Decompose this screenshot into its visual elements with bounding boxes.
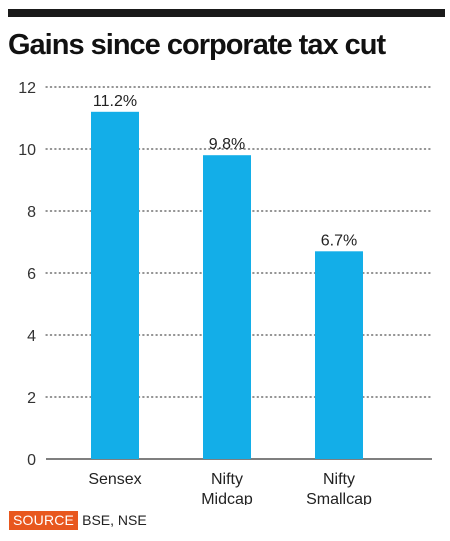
x-tick-label: Nifty: [211, 471, 243, 488]
data-label: 9.8%: [209, 136, 245, 153]
y-axis-ticks: 0 2 4 6 8 10 12: [18, 80, 36, 469]
bars: [91, 111, 363, 460]
y-tick-label: 0: [27, 452, 36, 469]
chart-title: Gains since corporate tax cut: [8, 29, 386, 61]
y-tick-label: 2: [27, 390, 36, 407]
y-tick-label: 6: [27, 266, 36, 283]
bar: [203, 155, 251, 459]
x-tick-label: Nifty: [323, 471, 355, 488]
source-text: BSE, NSE: [82, 511, 147, 528]
y-tick-label: 10: [18, 142, 36, 159]
source-line: SOURCE BSE, NSE: [9, 510, 147, 530]
source-tag: SOURCE: [9, 510, 79, 530]
x-tick-label: Smallcap: [306, 491, 372, 505]
data-labels: 11.2% 9.8% 6.7%: [93, 93, 357, 250]
data-label: 11.2%: [93, 93, 137, 110]
top-rule: [8, 9, 445, 17]
data-label: 6.7%: [321, 232, 357, 249]
x-axis-ticks: Sensex Nifty Midcap Nifty Smallcap: [88, 471, 372, 505]
x-tick-label: Midcap: [201, 491, 253, 505]
bar: [315, 251, 363, 459]
bar: [91, 111, 139, 460]
y-tick-label: 12: [18, 80, 36, 97]
y-tick-label: 8: [27, 204, 36, 221]
bar-chart: 0 2 4 6 8 10 12 11.2% 9.8% 6.7% Sensex Nifty Midca…: [18, 80, 433, 505]
x-tick-label: Sensex: [88, 471, 141, 488]
y-tick-label: 4: [27, 328, 36, 345]
